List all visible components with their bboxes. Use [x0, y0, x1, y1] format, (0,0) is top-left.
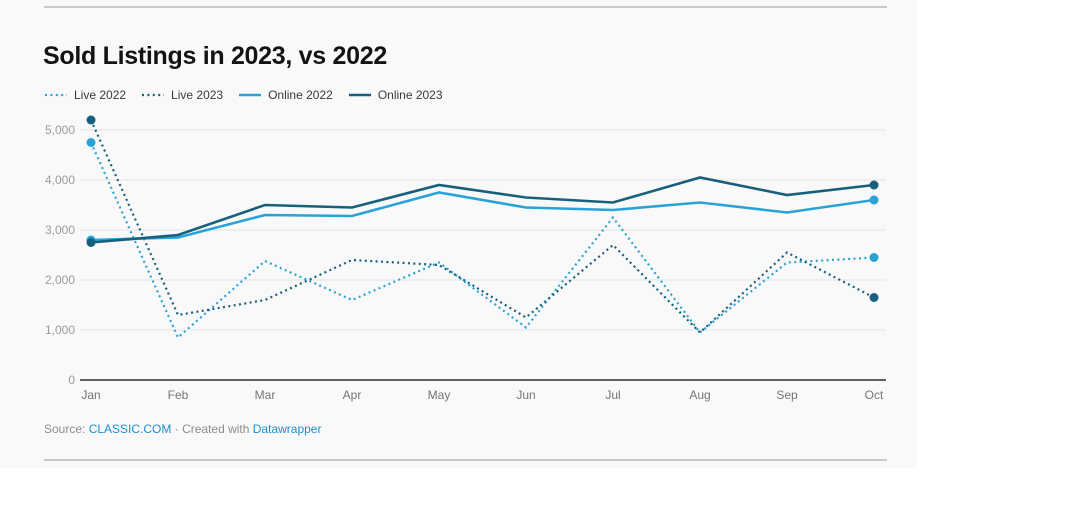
- dotted-line-swatch-icon: [45, 93, 67, 97]
- series-endpoint-dot: [86, 138, 96, 147]
- solid-line-swatch-icon: [239, 93, 262, 97]
- legend-item-live-2023: Live 2023: [141, 88, 223, 102]
- datawrapper-link[interactable]: Datawrapper: [252, 422, 322, 436]
- source-label: Source:: [44, 422, 89, 436]
- x-tick-label: Jan: [81, 388, 101, 402]
- y-tick-label: 2,000: [44, 273, 75, 287]
- y-tick-label: 0: [68, 373, 75, 387]
- series-endpoint-dot: [86, 238, 96, 247]
- x-tick-label: Aug: [689, 388, 711, 402]
- top-divider: [44, 6, 887, 8]
- x-tick-label: Sep: [776, 388, 798, 402]
- footer-separator: ·: [171, 422, 183, 436]
- x-tick-label: Apr: [342, 388, 362, 402]
- x-tick-label: Oct: [864, 388, 884, 402]
- legend-label: Online 2023: [377, 88, 443, 102]
- created-with-label: Created with: [182, 422, 253, 436]
- legend-label: Online 2022: [268, 88, 333, 102]
- y-tick-label: 1,000: [44, 323, 75, 337]
- legend-item-live-2022: Live 2022: [44, 88, 126, 102]
- series-endpoint-dot: [869, 180, 879, 190]
- series-endpoint-dot: [869, 195, 879, 205]
- x-tick-label: Mar: [254, 388, 276, 402]
- x-tick-label: Jul: [605, 388, 621, 402]
- y-tick-label: 4,000: [44, 173, 75, 187]
- chart-legend: Live 2022 Live 2023 Online 2022 Online 2023: [44, 88, 443, 102]
- bottom-divider: [44, 459, 887, 461]
- x-tick-label: Feb: [167, 388, 189, 402]
- series-line-online-2023: [90, 176, 875, 244]
- y-tick-label: 3,000: [44, 223, 75, 237]
- series-endpoint-dot: [869, 253, 879, 262]
- series-line-online-2022: [90, 191, 875, 242]
- series-endpoint-dot: [869, 293, 879, 302]
- series-line-live-2023: [89, 119, 875, 335]
- series-line-live-2022: [89, 142, 875, 340]
- chart-footer: Source: CLASSIC.COM · Created with Dataw…: [44, 422, 321, 436]
- legend-item-online-2022: Online 2022: [238, 88, 333, 102]
- dotted-line-swatch-icon: [142, 93, 165, 97]
- y-tick-label: 5,000: [44, 123, 75, 137]
- chart-title: Sold Listings in 2023, vs 2022: [43, 41, 387, 70]
- source-link[interactable]: CLASSIC.COM: [88, 422, 172, 436]
- legend-label: Live 2022: [74, 88, 127, 102]
- x-tick-label: May: [427, 388, 451, 402]
- line-chart: [80, 115, 886, 381]
- legend-item-online-2023: Online 2023: [348, 88, 443, 102]
- legend-label: Live 2023: [171, 88, 224, 102]
- solid-line-swatch-icon: [348, 93, 371, 97]
- x-tick-label: Jun: [516, 388, 536, 402]
- chart-panel: Sold Listings in 2023, vs 2022 Live 2022…: [43, 6, 887, 461]
- series-endpoint-dot: [86, 115, 96, 125]
